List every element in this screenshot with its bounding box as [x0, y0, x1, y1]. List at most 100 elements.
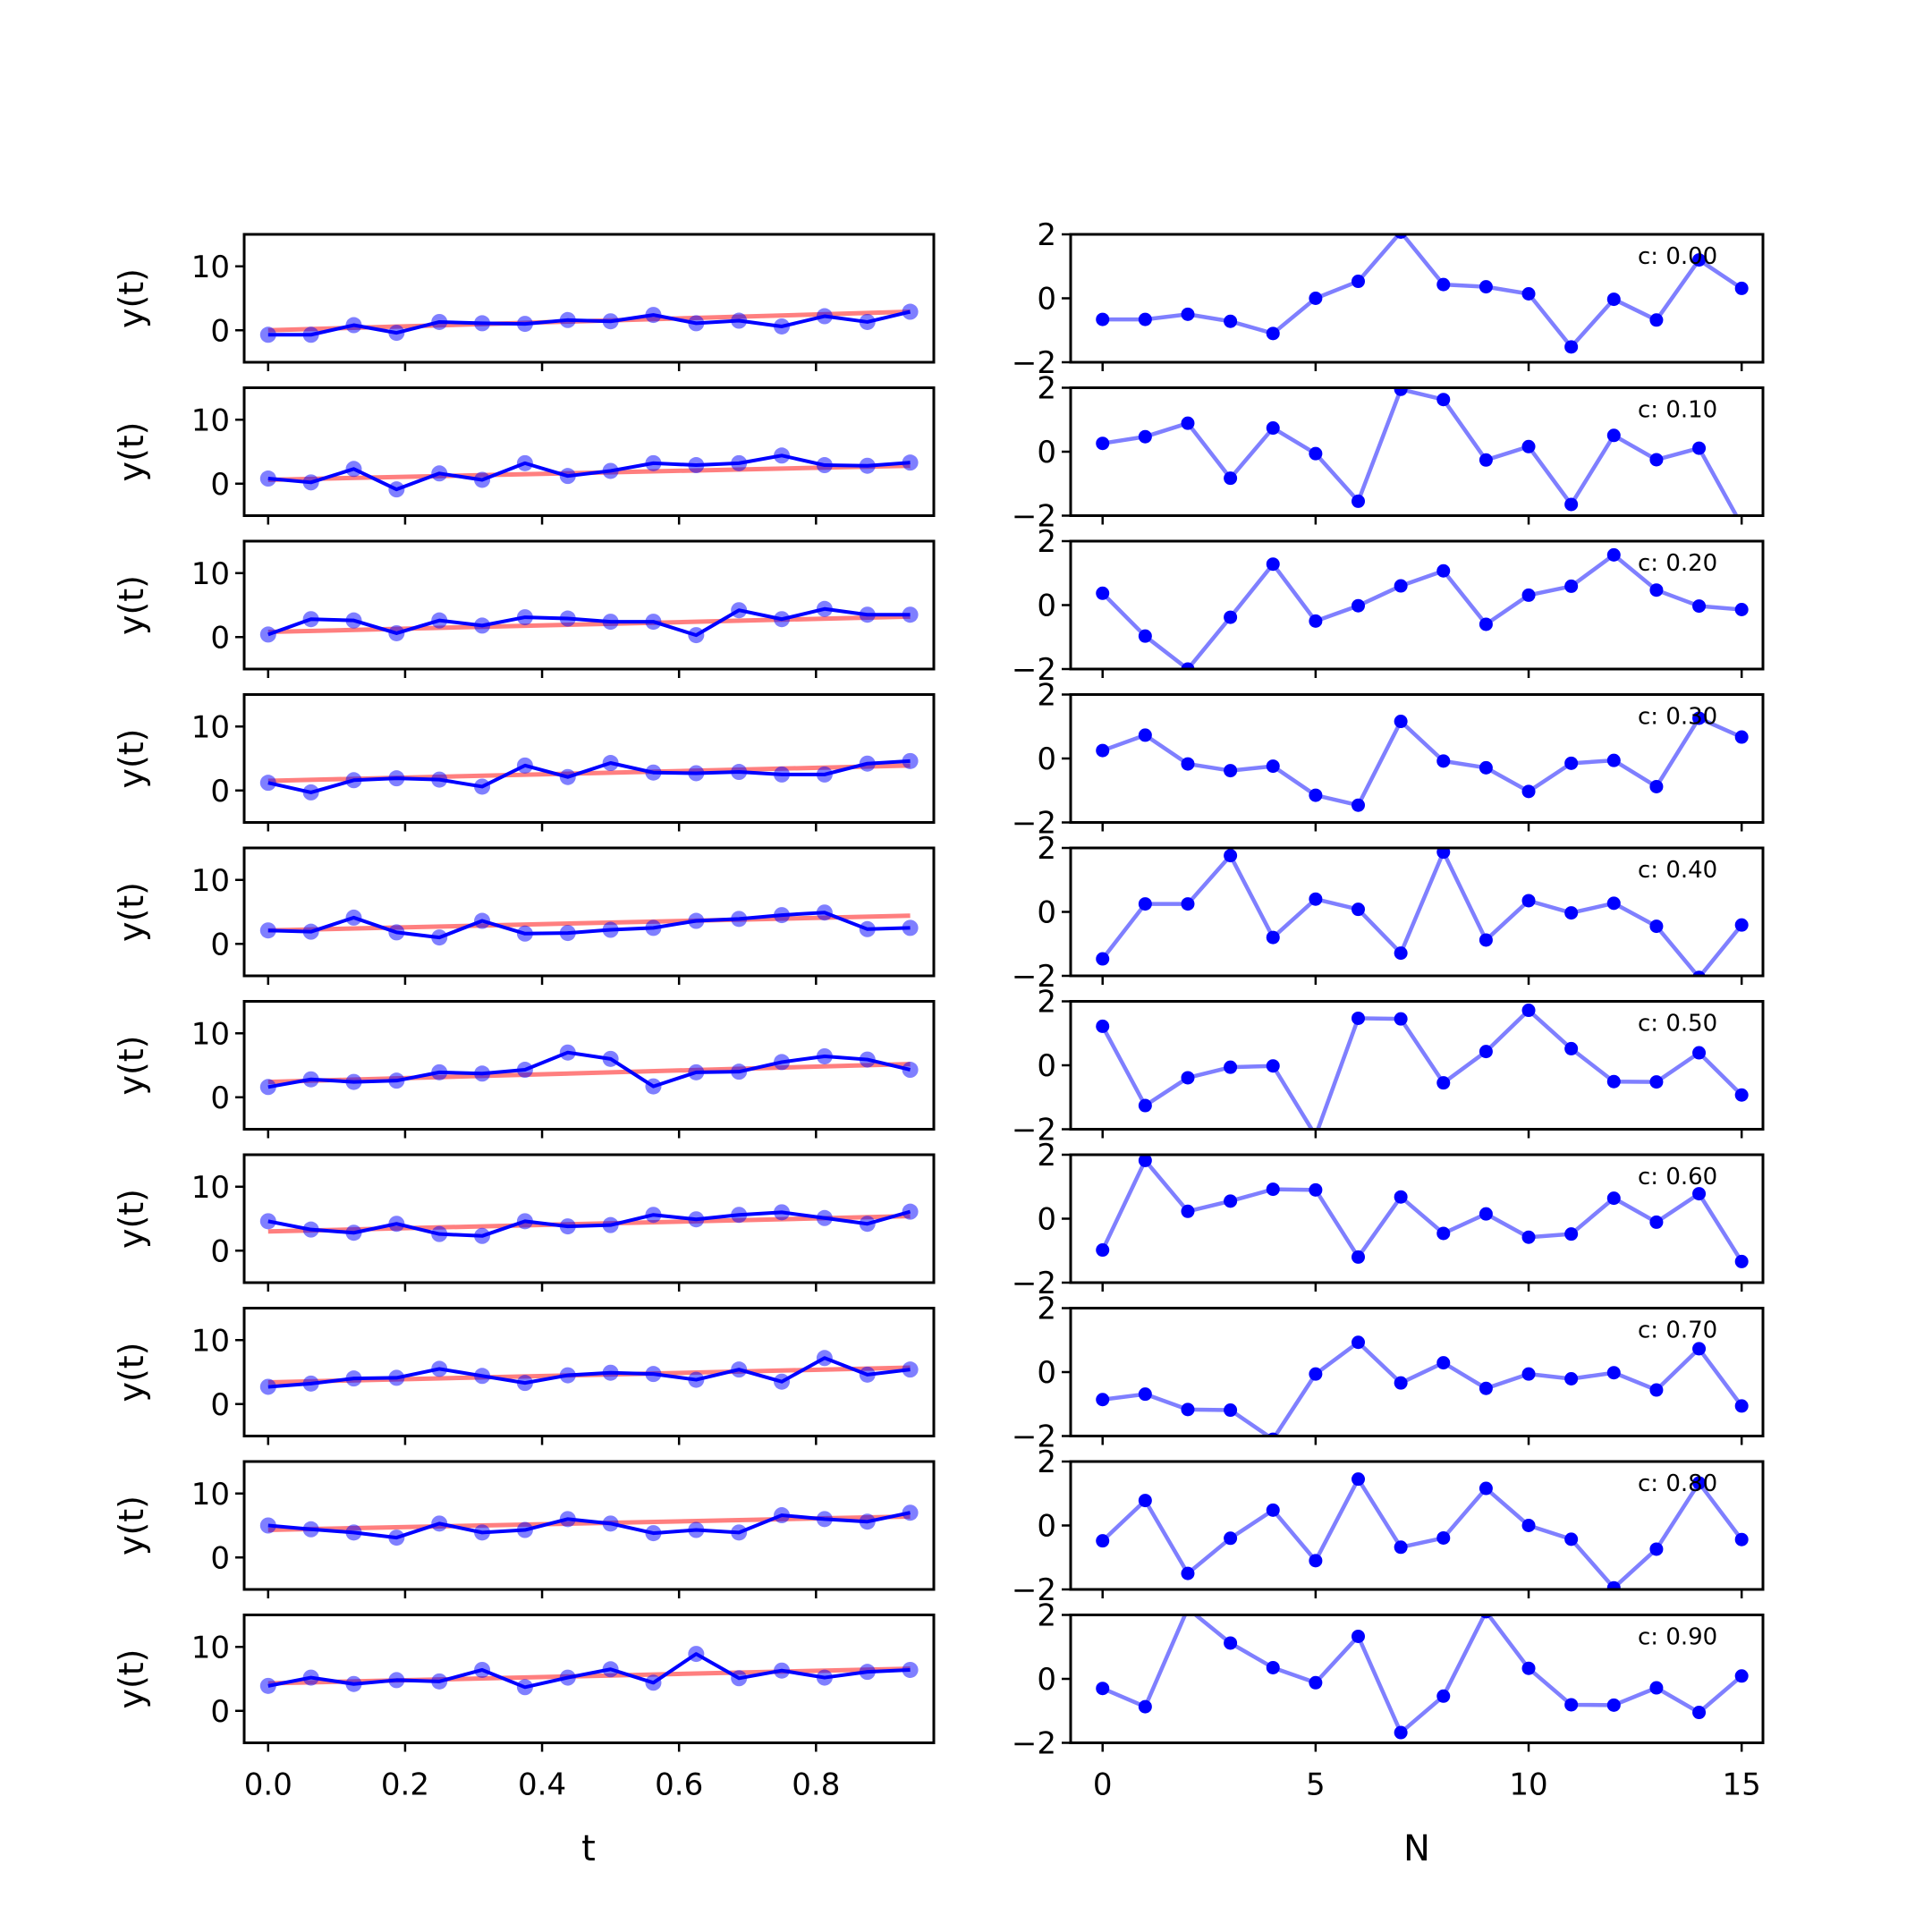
data-point [1224, 1403, 1238, 1418]
y-tick-label: 0 [1037, 282, 1056, 318]
data-point [1309, 892, 1323, 906]
data-point [1266, 1182, 1280, 1197]
data-point [1692, 711, 1707, 725]
data-point [1224, 1531, 1238, 1546]
data-point [1649, 1681, 1664, 1695]
plot-area [259, 1646, 919, 1696]
y-tick-label: 10 [191, 250, 230, 285]
y-tick-label: 10 [191, 556, 230, 592]
data-point [902, 454, 919, 471]
y-tick-label: 0 [1037, 435, 1056, 470]
data-point [1436, 1689, 1451, 1703]
y-tick-label: 2 [1037, 217, 1056, 253]
y-tick-label: −2 [1012, 1113, 1056, 1148]
data-point [1734, 918, 1749, 932]
data-point [1436, 393, 1451, 407]
y-tick-label: 0 [1037, 1355, 1056, 1391]
data-point [1309, 1554, 1323, 1568]
data-point [1564, 340, 1579, 354]
right-subplot: −2 0 2 c: 0.10 [1012, 371, 1765, 535]
data-point [902, 1062, 919, 1079]
data-point [1352, 902, 1366, 917]
data-line [267, 309, 911, 337]
data-point [1734, 1532, 1749, 1546]
x-tick-label: 0.2 [381, 1767, 429, 1803]
data-point [1181, 1402, 1195, 1417]
y-tick-label: 0 [1037, 1048, 1056, 1084]
left-subplot: 0 10 y(t) [112, 1460, 936, 1598]
data-point [1096, 1682, 1110, 1696]
data-point [1138, 1155, 1152, 1167]
left-x-axis-label: t [581, 1828, 596, 1869]
coefficient-annotation: c: 0.80 [1638, 1470, 1717, 1497]
x-tick-label: 0.4 [518, 1767, 566, 1803]
y-tick-label: 10 [191, 709, 230, 745]
data-point [1521, 1661, 1536, 1675]
x-tick-label: 5 [1306, 1767, 1326, 1803]
y-tick-label: −2 [1012, 1419, 1056, 1455]
fit-line [267, 1062, 911, 1085]
data-point [1564, 1372, 1579, 1386]
x-tick-label: 0.8 [792, 1767, 840, 1803]
y-tick-label: 0 [210, 1233, 230, 1269]
plot-area [1096, 1614, 1749, 1740]
right-subplot: −2 0 2 c: 0.60 [1012, 1138, 1765, 1301]
data-point [1649, 919, 1664, 934]
data-point [1521, 1004, 1536, 1018]
data-point [1394, 946, 1408, 961]
data-point [902, 606, 919, 623]
data-point [1606, 753, 1621, 767]
plot-area [1096, 547, 1749, 669]
data-point [1606, 428, 1621, 443]
data-point [1436, 1226, 1451, 1241]
axes-frame [242, 1614, 936, 1744]
y-tick-label: 10 [191, 1477, 230, 1513]
left-subplot: 0 10 y(t) [112, 846, 936, 985]
data-point [1649, 453, 1664, 467]
y-tick-label: 2 [1037, 1598, 1056, 1634]
data-line [1101, 1614, 1743, 1735]
data-point [1479, 617, 1493, 631]
plot-area [259, 752, 919, 801]
data-point [1692, 1342, 1707, 1356]
plot-area [1096, 711, 1749, 812]
data-point [1521, 286, 1536, 301]
data-point [1436, 564, 1451, 578]
data-line [1100, 850, 1743, 976]
data-line [267, 911, 911, 940]
data-point [1692, 1187, 1707, 1201]
data-point [1394, 1540, 1408, 1555]
data-point [1309, 1367, 1323, 1381]
data-line [267, 1356, 911, 1389]
y-tick-label: 0 [1037, 741, 1056, 777]
plot-area [1096, 234, 1749, 354]
y-tick-label: 2 [1037, 831, 1056, 867]
data-point [1181, 897, 1195, 911]
data-point [1181, 416, 1195, 430]
data-point [1096, 586, 1110, 600]
data-point [1436, 1076, 1451, 1090]
data-point [1266, 557, 1280, 572]
data-point [902, 752, 919, 769]
y-tick-label: 2 [1037, 1445, 1056, 1480]
data-point [1521, 1367, 1536, 1381]
data-point [1734, 1399, 1749, 1413]
data-point [1266, 421, 1280, 436]
data-line [1101, 716, 1743, 808]
y-tick-label: −2 [1012, 1572, 1056, 1608]
y-tick-label: −2 [1012, 499, 1056, 535]
y-tick-label: 2 [1037, 524, 1056, 560]
data-point [1266, 1503, 1280, 1517]
y-tick-label: −2 [1012, 959, 1056, 995]
plot-area [259, 904, 919, 946]
data-point [1606, 1074, 1621, 1089]
data-point [1606, 547, 1621, 562]
data-point [1266, 930, 1280, 945]
data-point [1352, 1629, 1366, 1643]
data-point [1352, 598, 1366, 613]
axes-frame [242, 539, 936, 671]
data-point [1224, 849, 1238, 863]
data-point [1479, 760, 1493, 775]
data-point [1734, 603, 1749, 617]
